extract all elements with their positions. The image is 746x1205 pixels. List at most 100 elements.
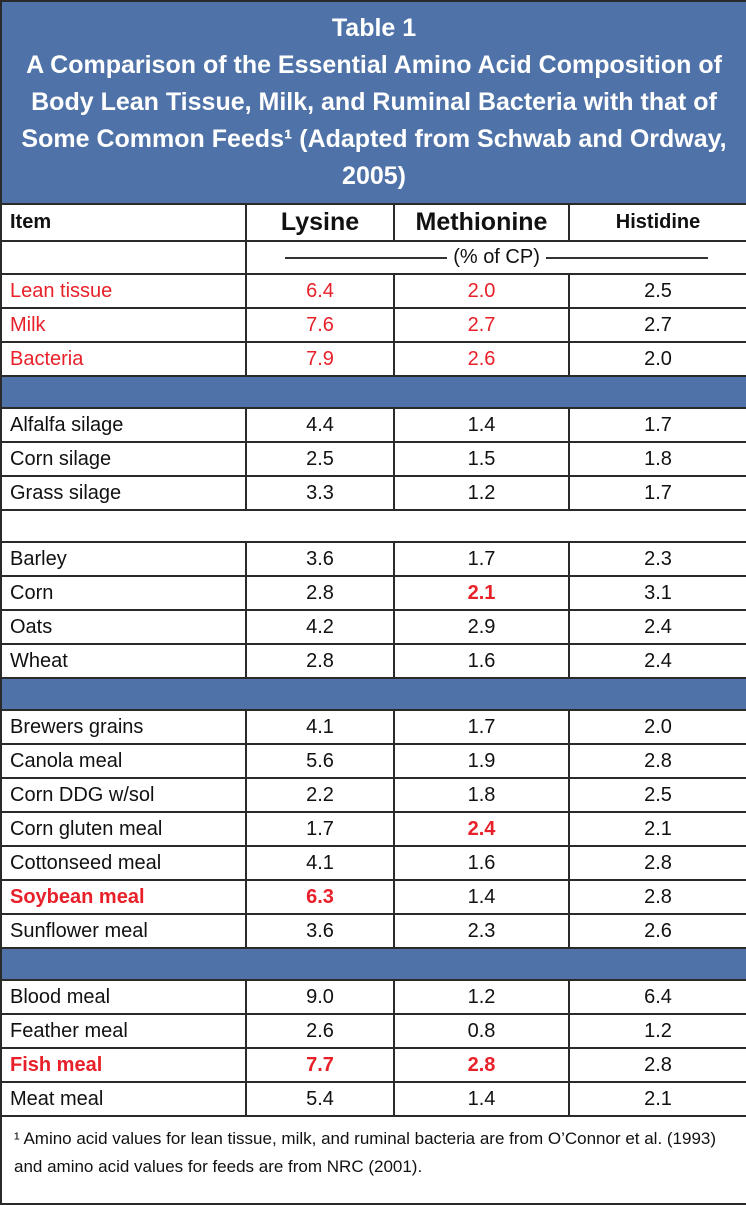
data-row: Grass silage 3.3 1.2 1.7 [0, 475, 746, 511]
column-header: Item [0, 203, 247, 242]
data-row: Blood meal 9.0 1.2 6.4 [0, 979, 746, 1015]
value-cell: 3.6 [245, 541, 395, 577]
unit-label: (% of CP) [453, 246, 540, 268]
data-row: Milk 7.6 2.7 2.7 [0, 307, 746, 343]
column-header: Lysine [245, 203, 395, 242]
separator-cell [0, 677, 746, 711]
value-cell: 9.0 [245, 979, 395, 1015]
item-cell: Corn silage [0, 441, 247, 477]
value-cell: 1.4 [393, 407, 570, 443]
data-row: Meat meal 5.4 1.4 2.1 [0, 1081, 746, 1117]
value-cell: 1.4 [393, 879, 570, 915]
separator-row [0, 947, 746, 981]
item-cell: Alfalfa silage [0, 407, 247, 443]
unit-row: (% of CP) [0, 240, 746, 275]
data-row: Barley 3.6 1.7 2.3 [0, 541, 746, 577]
item-cell: Corn DDG w/sol [0, 777, 247, 813]
data-row: Fish meal 7.7 2.8 2.8 [0, 1047, 746, 1083]
item-cell: Corn [0, 575, 247, 611]
value-cell: 2.1 [567, 1081, 746, 1117]
value-cell: 2.8 [245, 643, 395, 679]
value-cell: 1.6 [393, 845, 570, 881]
data-row: Bacteria 7.9 2.6 2.0 [0, 341, 746, 377]
data-row: Cottonseed meal 4.1 1.6 2.8 [0, 845, 746, 881]
data-row: Feather meal 2.6 0.8 1.2 [0, 1013, 746, 1049]
value-cell: 6.3 [245, 879, 395, 915]
value-cell: 1.4 [393, 1081, 570, 1117]
footnote-row: ¹ Amino acid values for lean tissue, mil… [0, 1115, 746, 1205]
value-cell: 0.8 [393, 1013, 570, 1049]
item-cell: Blood meal [0, 979, 247, 1015]
empty-cell [0, 240, 247, 275]
value-cell: 2.5 [567, 777, 746, 813]
item-cell: Milk [0, 307, 247, 343]
item-cell: Oats [0, 609, 247, 645]
value-cell: 4.1 [245, 845, 395, 881]
value-cell: 1.7 [245, 811, 395, 847]
value-cell: 4.2 [245, 609, 395, 645]
data-row: Corn gluten meal 1.7 2.4 2.1 [0, 811, 746, 847]
value-cell: 1.7 [567, 407, 746, 443]
footnote: ¹ Amino acid values for lean tissue, mil… [0, 1115, 746, 1205]
value-cell: 2.8 [567, 845, 746, 881]
column-header: Methionine [393, 203, 570, 242]
unit-wrap: (% of CP) [255, 246, 738, 269]
value-cell: 2.3 [393, 913, 570, 949]
value-cell: 7.6 [245, 307, 395, 343]
value-cell: 5.4 [245, 1081, 395, 1117]
item-cell: Meat meal [0, 1081, 247, 1117]
data-row: Oats 4.2 2.9 2.4 [0, 609, 746, 645]
value-cell: 2.1 [393, 575, 570, 611]
data-row: Lean tissue 6.4 2.0 2.5 [0, 273, 746, 309]
value-cell: 2.6 [567, 913, 746, 949]
data-row: Alfalfa silage 4.4 1.4 1.7 [0, 407, 746, 443]
value-cell: 2.8 [567, 879, 746, 915]
value-cell: 2.8 [245, 575, 395, 611]
data-row: Brewers grains 4.1 1.7 2.0 [0, 709, 746, 745]
item-cell: Lean tissue [0, 273, 247, 309]
separator-cell [0, 375, 746, 409]
title-cell: Table 1 A Comparison of the Essential Am… [0, 0, 746, 205]
value-cell: 2.0 [567, 709, 746, 745]
item-cell: Bacteria [0, 341, 247, 377]
value-cell: 2.9 [393, 609, 570, 645]
item-cell: Fish meal [0, 1047, 247, 1083]
value-cell: 6.4 [567, 979, 746, 1015]
item-cell: Brewers grains [0, 709, 247, 745]
title-row: Table 1 A Comparison of the Essential Am… [0, 0, 746, 205]
item-cell: Corn gluten meal [0, 811, 247, 847]
value-cell: 1.2 [393, 475, 570, 511]
data-row: Corn silage 2.5 1.5 1.8 [0, 441, 746, 477]
value-cell: 3.3 [245, 475, 395, 511]
data-row: Corn DDG w/sol 2.2 1.8 2.5 [0, 777, 746, 813]
item-cell: Sunflower meal [0, 913, 247, 949]
item-cell: Canola meal [0, 743, 247, 779]
value-cell: 1.6 [393, 643, 570, 679]
separator-cell [0, 947, 746, 981]
data-row: Wheat 2.8 1.6 2.4 [0, 643, 746, 679]
value-cell: 5.6 [245, 743, 395, 779]
value-cell: 1.7 [567, 475, 746, 511]
value-cell: 1.8 [567, 441, 746, 477]
item-cell: Barley [0, 541, 247, 577]
table-title: Table 1 [331, 14, 417, 42]
value-cell: 4.1 [245, 709, 395, 745]
value-cell: 4.4 [245, 407, 395, 443]
data-row: Corn 2.8 2.1 3.1 [0, 575, 746, 611]
item-cell: Wheat [0, 643, 247, 679]
item-cell: Grass silage [0, 475, 247, 511]
value-cell: 1.2 [567, 1013, 746, 1049]
value-cell: 2.5 [567, 273, 746, 309]
value-cell: 1.9 [393, 743, 570, 779]
value-cell: 1.8 [393, 777, 570, 813]
data-row: Soybean meal 6.3 1.4 2.8 [0, 879, 746, 915]
value-cell: 2.4 [567, 643, 746, 679]
value-cell: 1.2 [393, 979, 570, 1015]
value-cell: 2.8 [567, 743, 746, 779]
value-cell: 1.7 [393, 541, 570, 577]
value-cell: 2.0 [567, 341, 746, 377]
value-cell: 3.1 [567, 575, 746, 611]
